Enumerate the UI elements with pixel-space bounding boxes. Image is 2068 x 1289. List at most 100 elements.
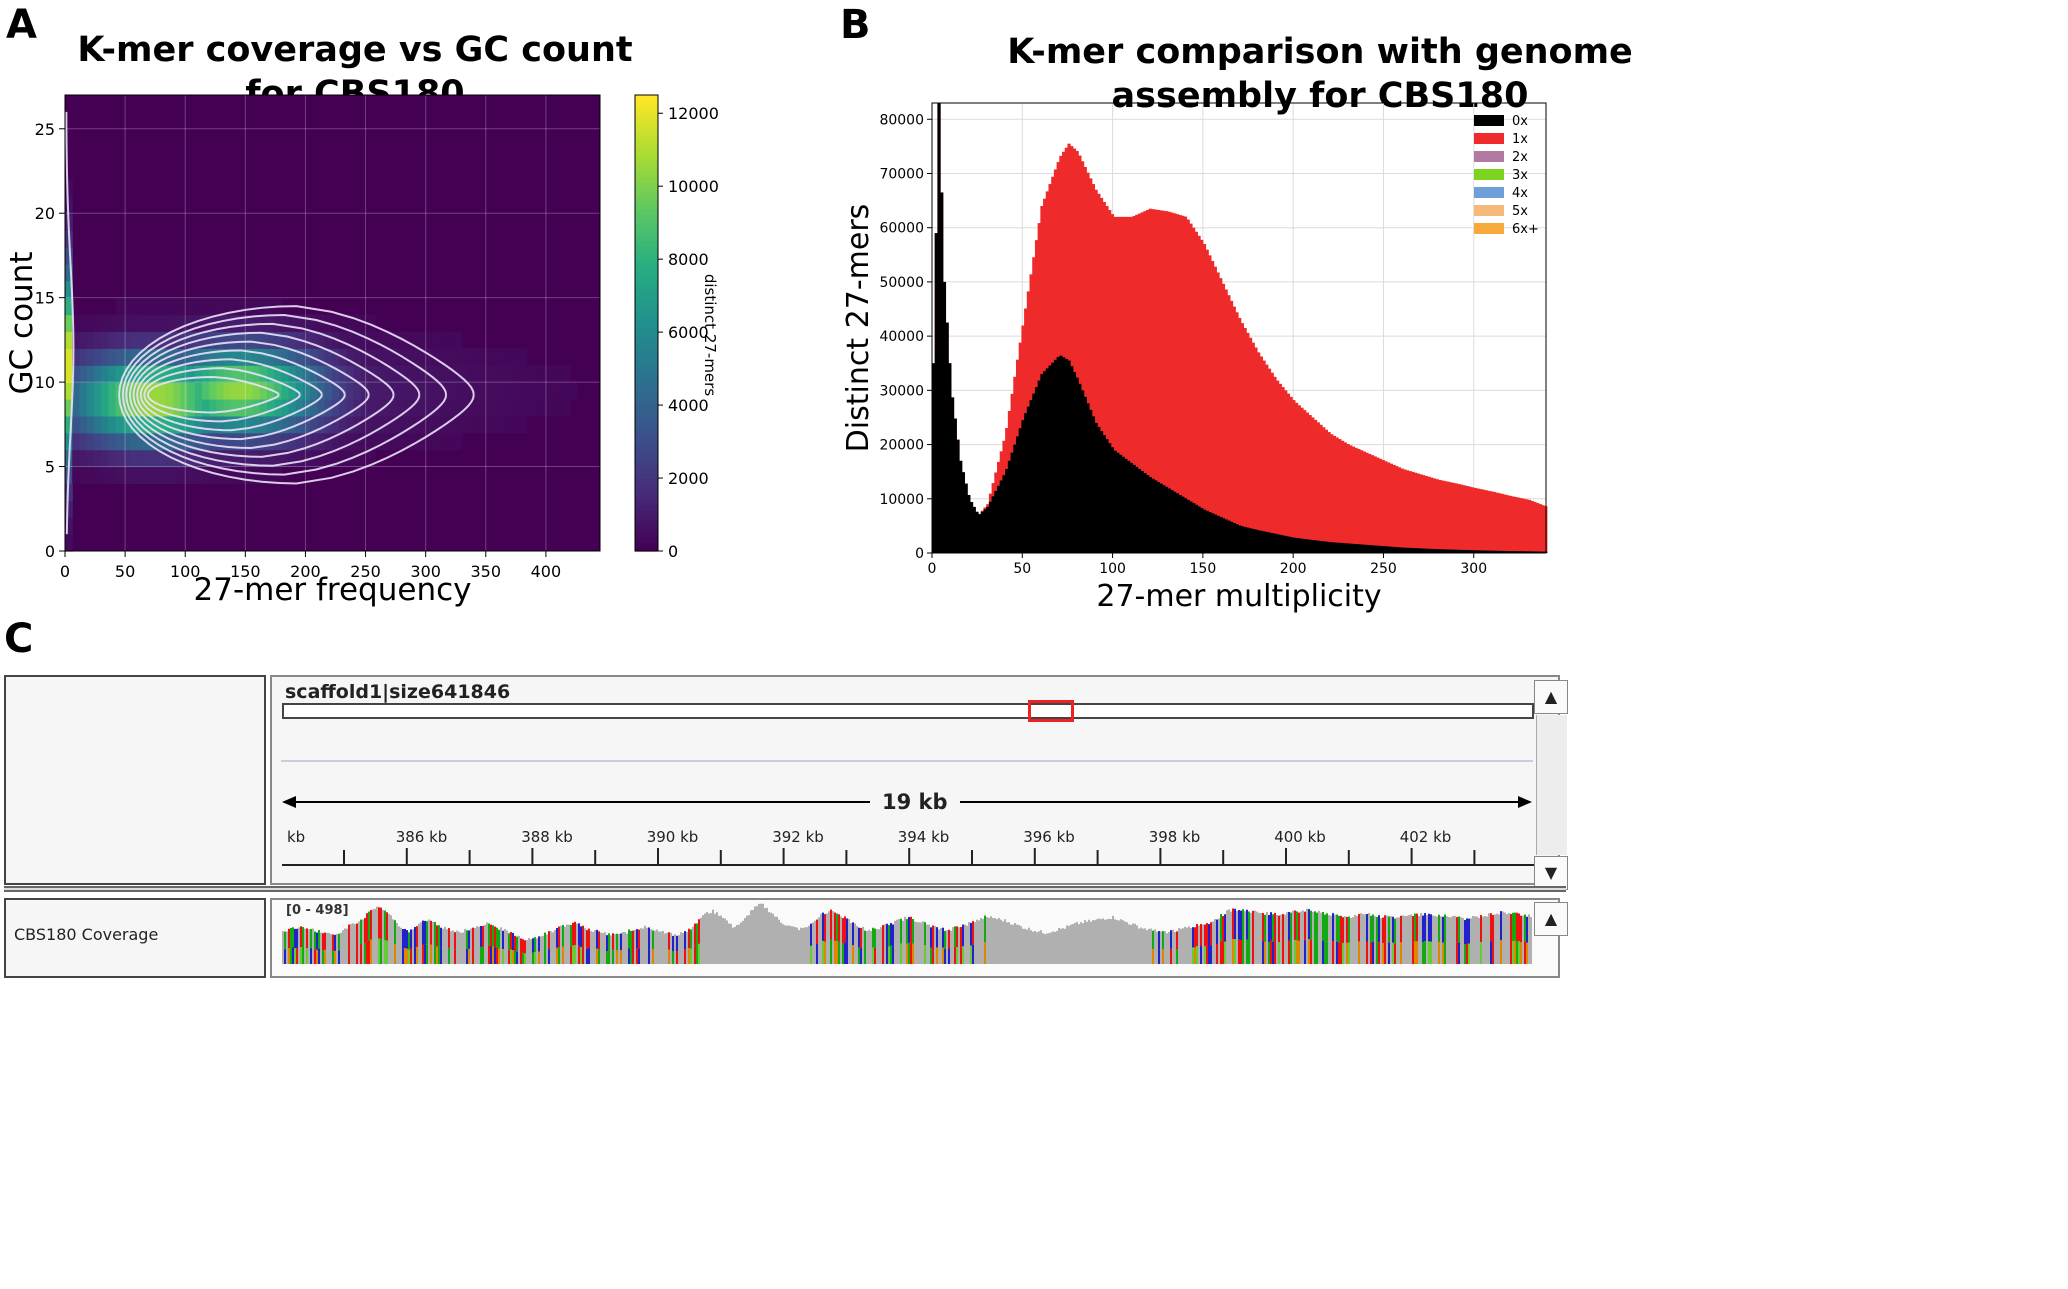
heatmap-cell: [252, 297, 261, 316]
mismatch-bar: [1204, 946, 1206, 964]
coverage-bar: [996, 919, 998, 964]
bar-0x: [1072, 371, 1077, 553]
coverage-bar: [1374, 916, 1376, 964]
igv-scroll-down-button[interactable]: ▼: [1534, 856, 1568, 890]
coverage-bar: [428, 919, 430, 964]
mismatch-bar: [1428, 941, 1430, 964]
coverage-bar: [1380, 918, 1382, 964]
chart-b-frame: [931, 102, 1547, 554]
mismatch-bar: [508, 950, 510, 964]
heatmap-cell: [144, 432, 153, 451]
mismatch-bar: [844, 916, 846, 943]
heatmap-cell: [505, 415, 513, 434]
heatmap-cell: [165, 365, 174, 383]
coverage-bar: [382, 909, 384, 964]
heatmap-cell: [72, 449, 81, 468]
x-tick-label: 250: [350, 562, 381, 581]
mismatch-bar: [1442, 916, 1444, 943]
mismatch-bar: [834, 940, 836, 964]
heatmap-cell: [79, 466, 88, 485]
mismatch-bar: [1358, 914, 1360, 942]
colorbar-step: [635, 108, 658, 114]
coverage-bar: [914, 921, 916, 964]
colorbar-step: [635, 432, 658, 438]
bar-1x: [1265, 364, 1269, 553]
heatmap-cell: [468, 399, 477, 417]
mismatch-bar: [1412, 942, 1414, 964]
heatmap-cell: [281, 348, 290, 366]
mismatch-bar: [334, 950, 336, 964]
bar-0x: [997, 485, 1001, 553]
heatmap-cell: [180, 331, 189, 349]
bar-1x: [1089, 178, 1093, 553]
colorbar-tick-label: 2000: [668, 469, 709, 488]
heatmap-cell: [360, 331, 369, 349]
y-tick-label: 50000: [879, 275, 924, 291]
bar-0x: [1392, 546, 1396, 553]
heatmap-cell: [404, 365, 412, 383]
bar-0x: [1186, 499, 1190, 553]
coverage-bar: [1118, 920, 1120, 964]
heatmap-cell: [72, 432, 81, 451]
coverage-bar: [1356, 916, 1358, 964]
bar-1x: [1137, 213, 1142, 553]
mismatch-bar: [1466, 918, 1468, 944]
colorbar-step: [635, 154, 658, 160]
igv-track-name-panel[interactable]: [4, 898, 266, 978]
bar-0x: [1292, 537, 1296, 553]
heatmap-cell: [483, 382, 492, 400]
coverage-bar: [1092, 920, 1094, 964]
igv-track-name[interactable]: CBS180 Coverage: [14, 925, 159, 944]
bar-1x: [1392, 464, 1396, 553]
mismatch-bar: [696, 945, 698, 964]
heatmap-cell: [288, 415, 297, 434]
coverage-bar: [1014, 923, 1016, 964]
heatmap-cell: [259, 331, 268, 349]
igv-separator: [281, 760, 1533, 762]
heatmap-cell: [476, 382, 484, 400]
coverage-bar: [602, 933, 604, 964]
bar-0x: [1002, 475, 1006, 553]
coverage-bar: [926, 924, 928, 964]
mismatch-bar: [684, 949, 686, 964]
bar-1x: [1465, 485, 1469, 553]
mismatch-bar: [582, 946, 584, 964]
colorbar: [635, 95, 658, 552]
heatmap-cell: [353, 449, 362, 468]
igv-divider[interactable]: [4, 886, 1566, 892]
bar-0x: [1276, 534, 1280, 553]
bar-1x: [1102, 201, 1106, 553]
mismatch-bar: [368, 911, 370, 941]
heatmap-cell: [115, 365, 124, 383]
colorbar-step: [635, 354, 658, 361]
igv-scroll-up-button[interactable]: ▲: [1534, 680, 1568, 714]
igv-scrollbar-track[interactable]: [1536, 715, 1567, 855]
heatmap-cell: [209, 365, 218, 383]
heatmap-cell: [216, 449, 225, 468]
density-contour: [128, 331, 395, 458]
colorbar-step: [635, 505, 658, 511]
igv-ideogram[interactable]: [282, 703, 1534, 719]
heatmap-cell: [382, 348, 391, 366]
colorbar-step: [635, 286, 658, 292]
igv-track-scroll-up-button[interactable]: ▲: [1534, 902, 1568, 936]
heatmap-cell: [303, 331, 311, 349]
igv-current-region-box[interactable]: [1028, 700, 1074, 722]
mismatch-bar: [1520, 915, 1522, 943]
x-tick-label: 0: [928, 561, 937, 577]
heatmap-cell: [209, 348, 218, 366]
coverage-bar: [714, 913, 716, 964]
mismatch-bar: [1270, 912, 1272, 941]
heatmap-cell: [115, 432, 124, 451]
mismatch-bar: [1224, 941, 1226, 964]
bar-1x: [1132, 216, 1136, 553]
coverage-bar: [790, 926, 792, 964]
bar-0x: [959, 460, 963, 553]
mismatch-bar: [1310, 940, 1312, 964]
mismatch-bar: [874, 928, 876, 949]
heatmap-cell: [180, 297, 189, 316]
mismatch-bar: [368, 940, 370, 964]
heatmap-cell: [324, 399, 333, 417]
mismatch-bar: [414, 927, 416, 948]
heatmap-cell: [317, 399, 326, 417]
